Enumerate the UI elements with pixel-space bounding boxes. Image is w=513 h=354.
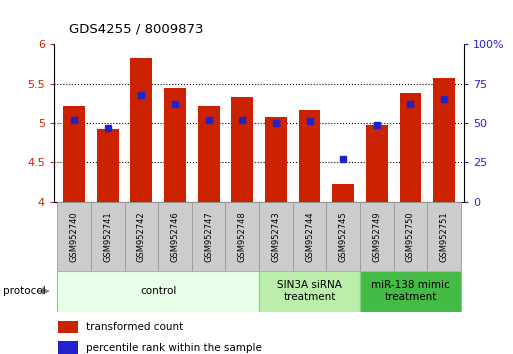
Text: transformed count: transformed count — [86, 322, 183, 332]
Bar — [91, 202, 125, 271]
Text: miR-138 mimic
treatment: miR-138 mimic treatment — [371, 280, 450, 302]
Bar — [427, 202, 461, 271]
Bar — [63, 106, 85, 202]
Bar — [192, 202, 225, 271]
Bar — [198, 106, 220, 202]
Text: GSM952751: GSM952751 — [440, 211, 448, 262]
Text: GSM952750: GSM952750 — [406, 211, 415, 262]
Bar — [326, 202, 360, 271]
Text: GSM952745: GSM952745 — [339, 211, 348, 262]
Text: GSM952746: GSM952746 — [170, 211, 180, 262]
Bar — [332, 184, 354, 202]
Bar — [400, 93, 421, 202]
Bar — [58, 341, 77, 354]
Text: control: control — [140, 286, 176, 296]
Text: GSM952748: GSM952748 — [238, 211, 247, 262]
Text: GSM952741: GSM952741 — [103, 211, 112, 262]
Bar — [433, 78, 455, 202]
Bar — [259, 202, 293, 271]
Bar — [360, 202, 393, 271]
Text: GSM952742: GSM952742 — [137, 211, 146, 262]
Bar — [130, 58, 152, 202]
Text: GDS4255 / 8009873: GDS4255 / 8009873 — [69, 22, 204, 35]
Text: protocol: protocol — [3, 286, 45, 296]
Bar — [158, 202, 192, 271]
Bar — [259, 271, 360, 312]
Bar — [58, 321, 77, 333]
Bar — [97, 129, 119, 202]
Bar — [225, 202, 259, 271]
Bar — [164, 87, 186, 202]
Text: GSM952749: GSM952749 — [372, 211, 381, 262]
Text: percentile rank within the sample: percentile rank within the sample — [86, 343, 262, 353]
Bar — [366, 125, 388, 202]
Bar — [393, 202, 427, 271]
Bar — [231, 97, 253, 202]
Bar — [125, 202, 158, 271]
Bar — [265, 117, 287, 202]
Text: GSM952744: GSM952744 — [305, 211, 314, 262]
Bar — [299, 110, 321, 202]
Text: GSM952747: GSM952747 — [204, 211, 213, 262]
Bar — [57, 271, 259, 312]
Text: GSM952740: GSM952740 — [70, 211, 78, 262]
Bar — [293, 202, 326, 271]
Bar — [57, 202, 91, 271]
Text: SIN3A siRNA
treatment: SIN3A siRNA treatment — [277, 280, 342, 302]
Text: GSM952743: GSM952743 — [271, 211, 281, 262]
Bar — [360, 271, 461, 312]
